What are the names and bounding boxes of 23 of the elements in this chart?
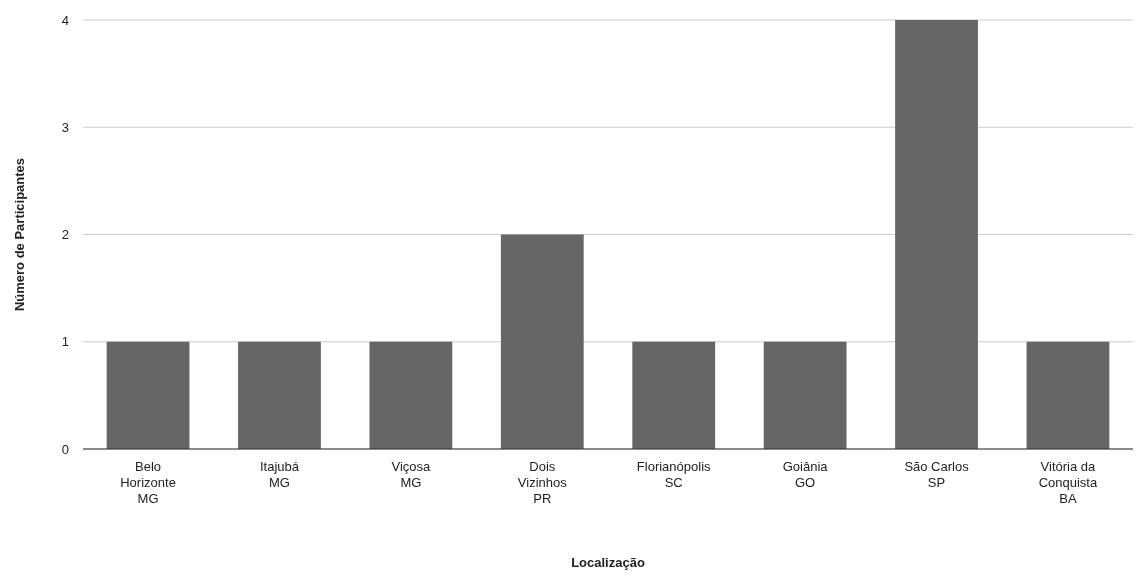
x-axis-title: Localização [571, 555, 645, 570]
bar [763, 341, 847, 449]
bar [238, 341, 321, 449]
y-tick-label: 1 [61, 334, 69, 350]
y-tick-label: 0 [61, 441, 69, 457]
y-tick-label: 3 [61, 119, 69, 135]
x-tick-label: Florianópolis SC [636, 459, 712, 490]
x-tick-label: Goiânia GO [782, 459, 829, 490]
x-tick-label: Viçosa MG [391, 459, 432, 490]
x-tick-label: São Carlos SP [904, 459, 970, 490]
x-tick-label: Belo Horizonte MG [120, 459, 176, 506]
y-tick-label: 2 [61, 227, 69, 243]
bar [895, 20, 978, 449]
x-tick-label: Dois Vizinhos PR [517, 459, 568, 506]
y-axis-title: Número de Participantes [12, 157, 27, 312]
y-tick-label: 4 [61, 12, 69, 28]
bar [1026, 341, 1110, 449]
x-tick-label: Itajubá MG [259, 459, 300, 490]
bar [500, 234, 584, 449]
x-tick-label: Vitória da Conquista BA [1038, 459, 1098, 506]
bar [632, 341, 716, 449]
bar [106, 341, 190, 449]
bar [369, 341, 453, 449]
